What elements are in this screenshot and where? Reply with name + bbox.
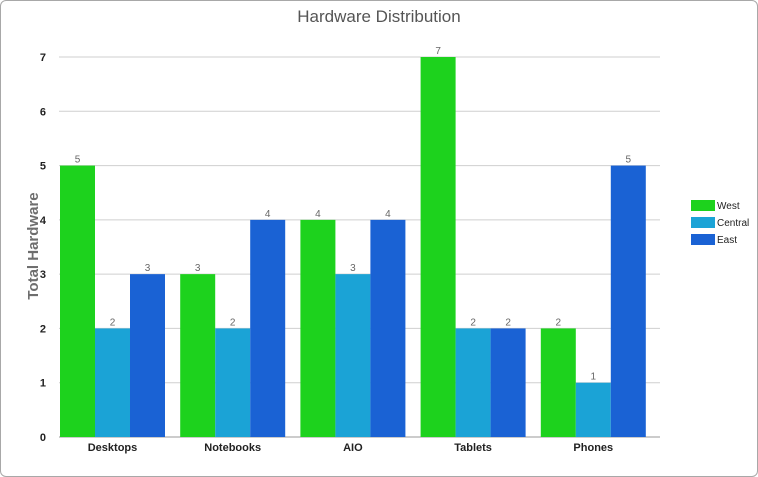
data-label: 2: [230, 317, 236, 328]
data-label: 2: [470, 317, 476, 328]
y-tick-label: 6: [40, 106, 46, 118]
bar-central-aio: [335, 274, 371, 437]
data-label: 3: [195, 263, 201, 274]
bar-west-notebooks: [180, 274, 216, 437]
x-tick-label: Notebooks: [204, 442, 261, 454]
bar-west-desktops: [60, 165, 95, 438]
x-tick-label: Desktops: [88, 442, 138, 454]
data-label: 7: [435, 46, 441, 57]
bar-west-phones: [540, 328, 576, 437]
bar-central-desktops: [95, 328, 130, 437]
data-label: 5: [626, 155, 632, 166]
y-tick-label: 4: [40, 215, 47, 227]
bar-east-phones: [610, 165, 646, 438]
legend-label: Central: [717, 218, 749, 229]
data-label: 5: [75, 155, 81, 166]
legend-swatch-central: [691, 217, 715, 228]
data-label: 2: [556, 317, 562, 328]
y-tick-label: 7: [40, 52, 46, 64]
y-axis-label: Total Hardware: [25, 192, 42, 299]
y-tick-label: 2: [40, 323, 46, 335]
data-label: 2: [505, 317, 511, 328]
legend-swatch-east: [691, 234, 715, 245]
data-label: 4: [265, 209, 271, 220]
data-label: 4: [315, 209, 321, 220]
x-tick-label: Tablets: [454, 442, 492, 454]
bar-central-tablets: [455, 328, 491, 437]
chart-title: Hardware Distribution: [297, 7, 460, 26]
bar-central-notebooks: [215, 328, 251, 437]
y-axis-ticks: 0 1 2 3 4 5 6 7: [40, 52, 47, 444]
y-tick-label: 3: [40, 269, 46, 281]
bar-east-aio: [370, 219, 406, 437]
x-axis-ticks: Desktops Notebooks AIO Tablets Phones: [88, 442, 613, 454]
bar-east-tablets: [490, 328, 526, 437]
bars: [60, 57, 646, 438]
legend: West Central East: [691, 200, 749, 246]
data-label: 2: [110, 317, 116, 328]
data-label: 4: [385, 209, 391, 220]
y-tick-label: 5: [40, 161, 46, 173]
x-tick-label: AIO: [343, 442, 363, 454]
y-tick-label: 1: [40, 378, 46, 390]
legend-label: East: [717, 235, 737, 246]
data-labels: 5 2 3 3 2 4 4 3 4 7 2 2 2 1 5: [75, 46, 632, 383]
legend-swatch-west: [691, 200, 715, 211]
bar-east-notebooks: [250, 219, 286, 437]
data-label: 3: [350, 263, 356, 274]
data-label: 3: [145, 263, 151, 274]
legend-label: West: [717, 201, 740, 212]
bar-east-desktops: [130, 274, 165, 437]
bar-west-aio: [300, 219, 336, 437]
data-label: 1: [591, 372, 597, 383]
y-tick-label: 0: [40, 432, 46, 444]
x-tick-label: Phones: [573, 442, 613, 454]
bar-west-tablets: [420, 57, 456, 437]
bar-central-phones: [575, 382, 611, 437]
